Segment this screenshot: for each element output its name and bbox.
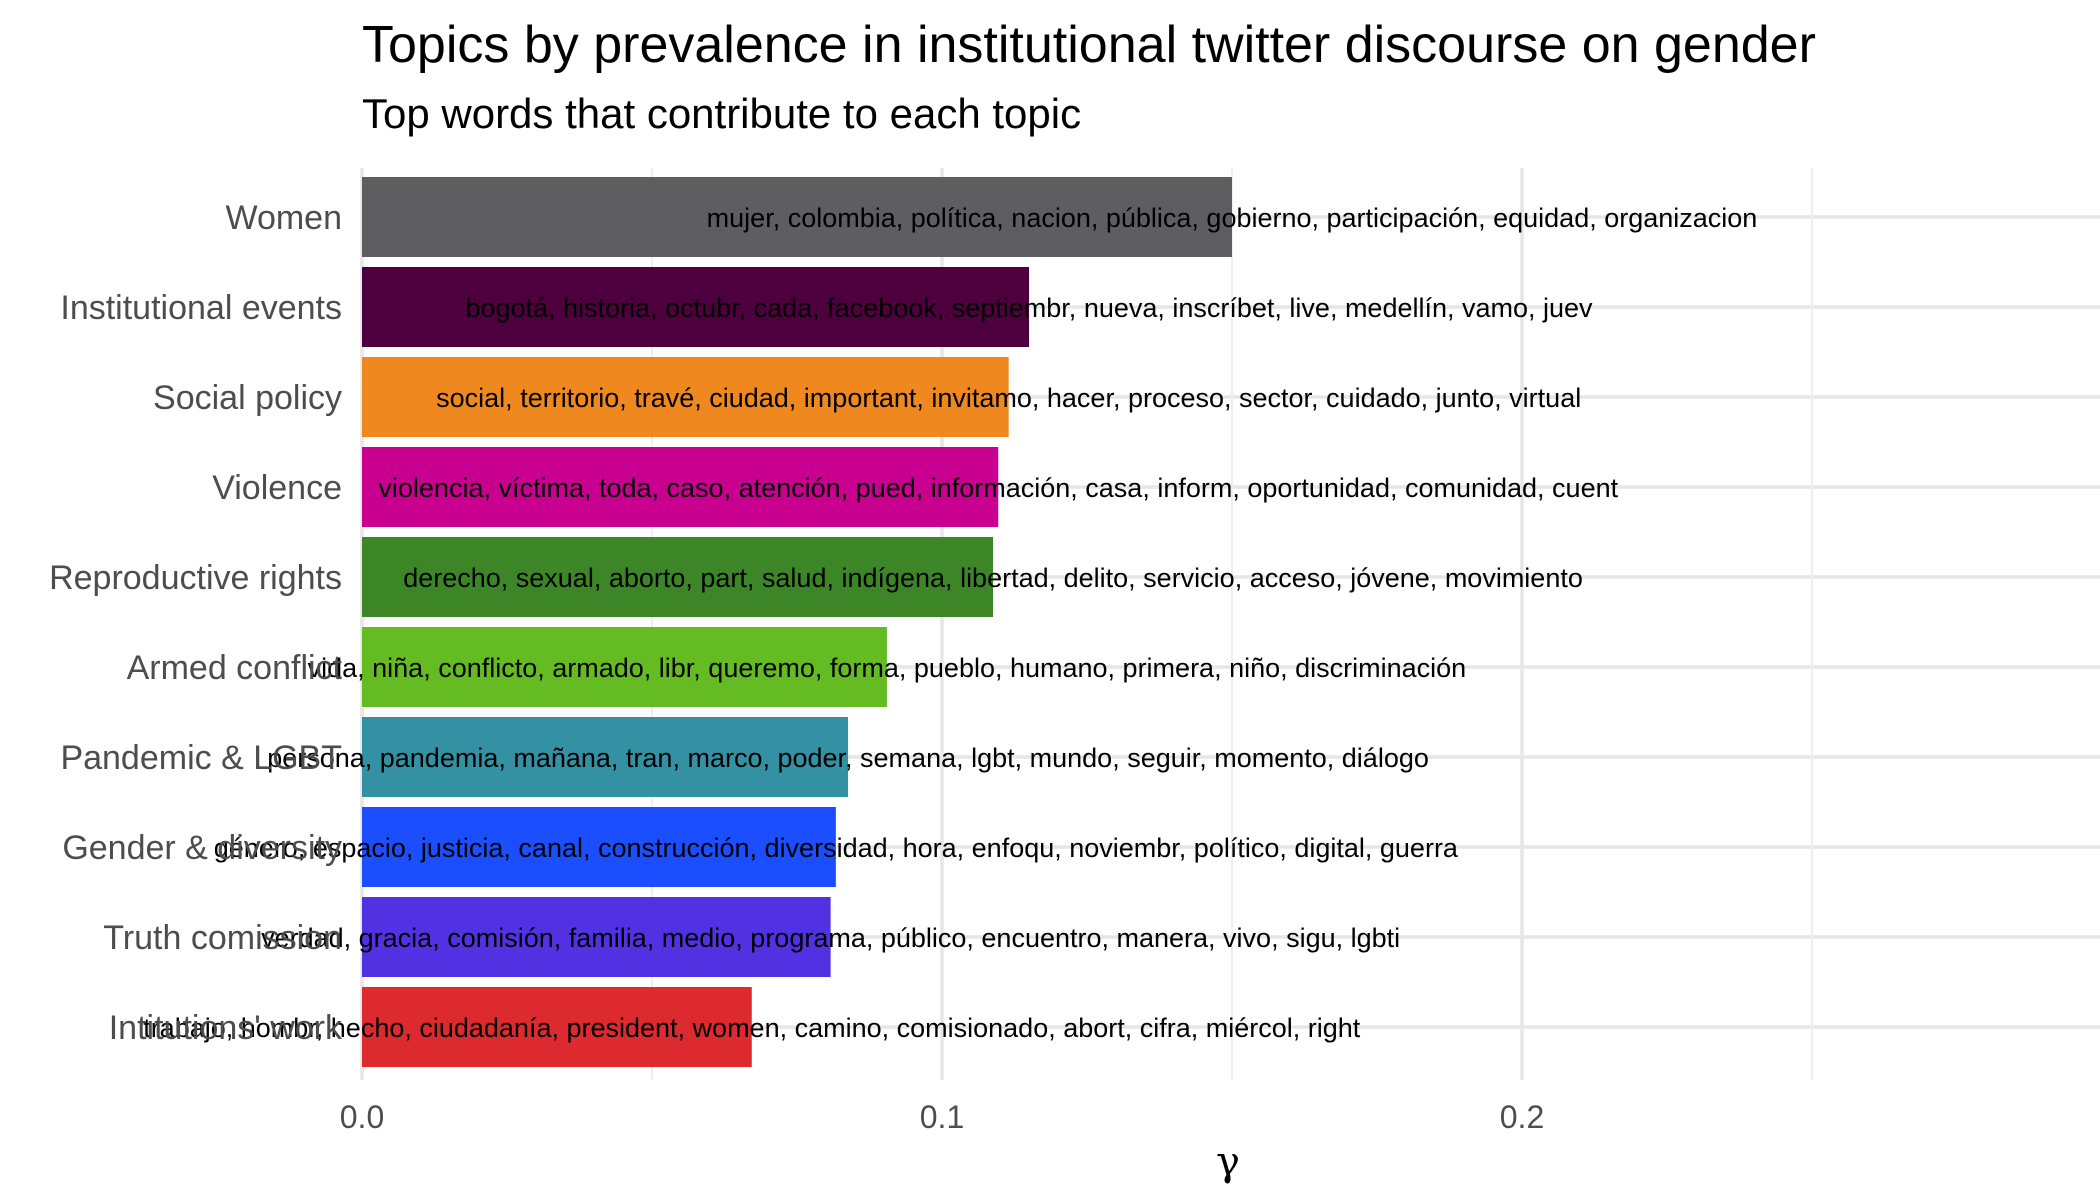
bar-word-label: trabajo, hombr, hecho, ciudadanía, presi…: [143, 1013, 1361, 1043]
category-label: Women: [225, 199, 342, 237]
bar-word-label: vida, niña, conflicto, armado, libr, que…: [308, 653, 1467, 683]
bar-word-label: derecho, sexual, aborto, part, salud, in…: [403, 563, 1583, 593]
bar: [362, 267, 1029, 347]
bar-word-label: bogotá, historia, octubr, cada, facebook…: [465, 293, 1593, 323]
x-axis-title: γ: [1216, 1139, 1240, 1185]
bar-word-label: social, territorio, travé, ciudad, impor…: [436, 383, 1581, 413]
bar: [362, 357, 1009, 437]
bar: [362, 627, 887, 707]
bar-word-label: verdad, gracia, comisión, familia, medio…: [261, 923, 1400, 953]
bar: [362, 987, 752, 1067]
bar-word-label: persona, pandemia, mañana, tran, marco, …: [267, 743, 1429, 773]
bars: [362, 177, 1232, 1067]
category-labels: Women Institutional events Social policy Vi…: [49, 199, 343, 1047]
x-axis-ticks: 0.0 0.1 0.2: [340, 1099, 1544, 1135]
category-label: Institutional events: [60, 289, 342, 327]
category-label: Intitutions' work: [109, 1009, 343, 1047]
category-label: Pandemic & LGBT: [60, 739, 342, 777]
category-label: Violence: [212, 469, 342, 507]
chart-title: Topics by prevalence in institutional tw…: [362, 16, 1816, 74]
bar: [362, 807, 836, 887]
bar: [362, 177, 1232, 257]
x-tick-label: 0.1: [920, 1099, 964, 1135]
bar: [362, 897, 831, 977]
category-label: Social policy: [153, 379, 342, 417]
bar: [362, 447, 999, 527]
bar-word-label: violencia, víctima, toda, caso, atención…: [378, 473, 1618, 503]
bar-word-label: género, espacio, justicia, canal, constr…: [214, 833, 1459, 863]
x-tick-label: 0.2: [1500, 1099, 1544, 1135]
bar: [362, 717, 849, 797]
chart-subtitle: Top words that contribute to each topic: [362, 90, 1081, 137]
category-label: Truth comission: [103, 919, 342, 957]
bar-word-labels: mujer, colombia, política, nacion, públi…: [143, 203, 1757, 1043]
bar: [362, 537, 994, 617]
category-label: Gender & diversity: [62, 829, 342, 867]
x-tick-label: 0.0: [340, 1099, 384, 1135]
category-label: Armed conflict: [127, 649, 343, 687]
bar-word-label: mujer, colombia, política, nacion, públi…: [707, 203, 1758, 233]
category-label: Reproductive rights: [49, 559, 342, 597]
